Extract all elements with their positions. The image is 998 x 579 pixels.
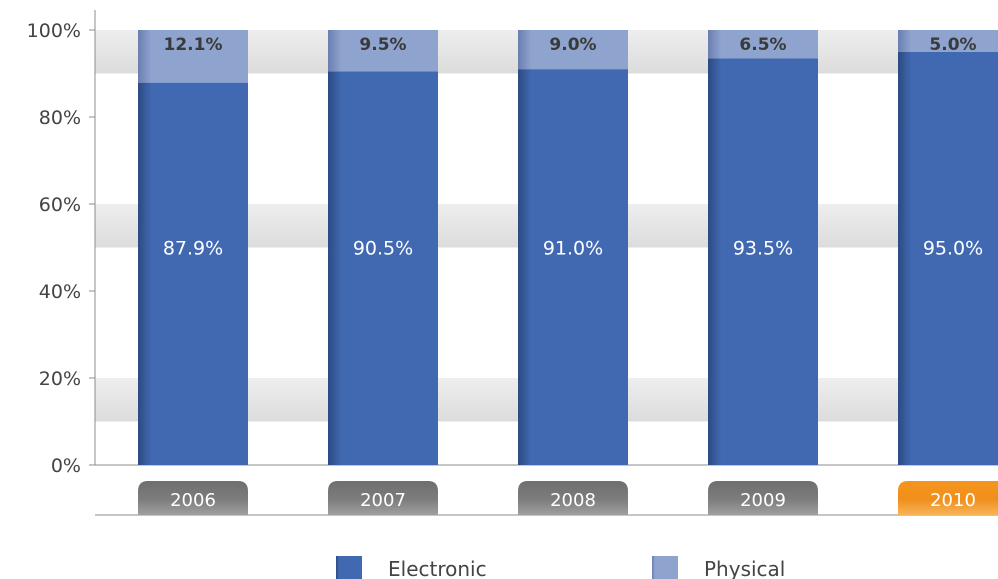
category-badge <box>138 481 248 515</box>
bar-physical <box>708 30 818 59</box>
data-label-electronic: 95.0% <box>923 238 983 260</box>
bar-electronic <box>518 69 628 466</box>
y-tick-label: 0% <box>51 455 81 477</box>
bars: 87.9% 12.1% 90.5% 9.5% 91.0% 9.0% 93.5% 6.5% 95.… <box>138 30 998 466</box>
data-label-electronic: 91.0% <box>543 238 603 260</box>
category-label: 2010 <box>930 490 976 511</box>
category-badge <box>708 481 818 515</box>
data-label-physical: 9.5% <box>359 35 406 55</box>
bar-electronic <box>138 82 248 465</box>
category-badge <box>898 481 998 515</box>
bar-physical <box>328 30 438 72</box>
bar-electronic <box>708 58 818 466</box>
legend: Electronic Physical <box>336 556 785 579</box>
bar-physical <box>518 30 628 70</box>
data-label-electronic: 90.5% <box>353 238 413 260</box>
category-label: 2007 <box>360 490 406 511</box>
legend-label: Physical <box>704 557 785 579</box>
y-tick-label: 20% <box>39 368 81 390</box>
data-label-physical: 6.5% <box>739 35 786 55</box>
category-labels: 2006 2007 2008 2009 2010 <box>138 481 998 515</box>
legend-swatch <box>652 556 678 579</box>
y-tick-label: 100% <box>27 20 81 42</box>
data-label-electronic: 87.9% <box>163 238 223 260</box>
y-tick-label: 80% <box>39 107 81 129</box>
bar-electronic <box>898 51 998 465</box>
category-label: 2009 <box>740 490 786 511</box>
data-label-physical: 12.1% <box>164 35 223 55</box>
data-label-electronic: 93.5% <box>733 238 793 260</box>
legend-label: Electronic <box>388 557 487 579</box>
bar-physical <box>138 30 248 83</box>
category-label: 2008 <box>550 490 596 511</box>
legend-swatch <box>336 556 362 579</box>
bar-electronic <box>328 71 438 465</box>
category-label: 2006 <box>170 490 216 511</box>
data-label-physical: 5.0% <box>929 35 976 55</box>
category-badge <box>328 481 438 515</box>
bar-physical <box>898 30 998 52</box>
y-tick-label: 60% <box>39 194 81 216</box>
y-axis-ticks: 0% 20% 40% 60% 80% 100% <box>27 20 95 477</box>
data-label-physical: 9.0% <box>549 35 596 55</box>
y-tick-label: 40% <box>39 281 81 303</box>
category-badge <box>518 481 628 515</box>
